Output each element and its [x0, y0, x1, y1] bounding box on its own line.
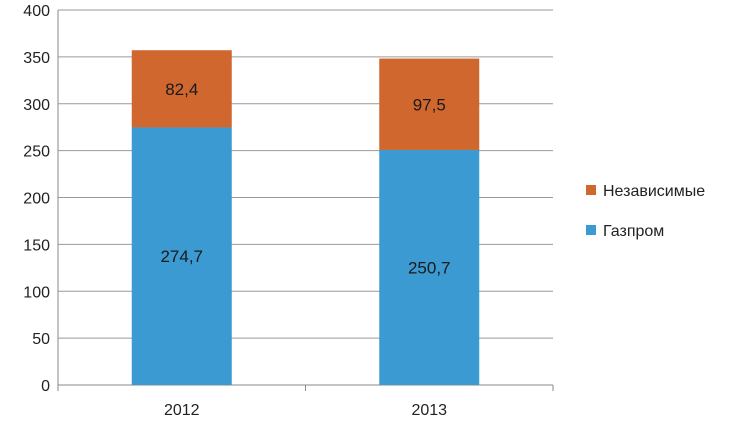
- data-label: 274,7: [160, 247, 203, 266]
- data-label: 97,5: [413, 95, 446, 114]
- x-tick-label: 2013: [411, 402, 447, 419]
- legend-swatch: [586, 225, 596, 235]
- y-tick-label: 0: [41, 378, 50, 395]
- y-tick-label: 50: [32, 331, 50, 348]
- bar-independent-2013: [379, 58, 480, 150]
- y-tick-label: 250: [23, 144, 50, 161]
- bar-gazprom-2012: [131, 127, 232, 385]
- y-tick-label: 350: [23, 50, 50, 67]
- bar-gazprom-2013: [379, 149, 480, 385]
- bars: [131, 50, 480, 385]
- y-tick-label: 400: [23, 3, 50, 20]
- y-tick-label: 200: [23, 191, 50, 208]
- legend: Независимые Газпром: [586, 183, 705, 240]
- data-label: 82,4: [165, 80, 198, 99]
- legend-swatch: [586, 185, 596, 195]
- y-tick-label: 150: [23, 237, 50, 254]
- legend-label: Независимые: [603, 183, 705, 200]
- x-tick-label: 2012: [164, 402, 200, 419]
- legend-label: Газпром: [603, 223, 664, 240]
- data-labels: 274,7 82,4 250,7 97,5: [160, 80, 450, 278]
- data-label: 250,7: [408, 258, 451, 277]
- bar-independent-2012: [131, 50, 232, 128]
- y-tick-label: 300: [23, 97, 50, 114]
- y-tick-label: 100: [23, 284, 50, 301]
